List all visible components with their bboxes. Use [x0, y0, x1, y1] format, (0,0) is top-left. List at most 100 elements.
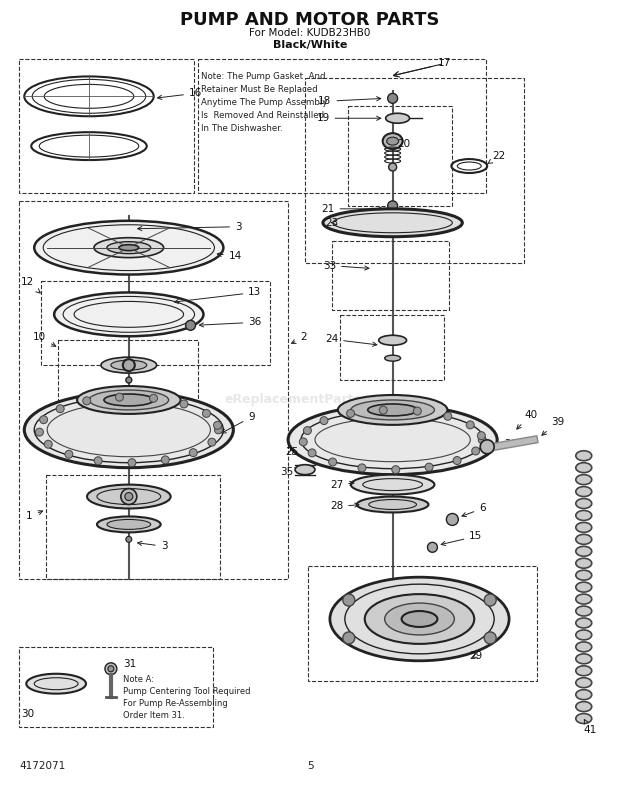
Text: 28: 28	[330, 502, 359, 511]
Text: eReplacementParts.com: eReplacementParts.com	[224, 393, 396, 407]
Text: 3: 3	[138, 222, 242, 231]
Circle shape	[389, 163, 397, 171]
Ellipse shape	[104, 394, 154, 406]
Circle shape	[299, 438, 308, 446]
Text: 24: 24	[325, 334, 377, 346]
Ellipse shape	[576, 630, 591, 640]
Circle shape	[347, 409, 355, 417]
Ellipse shape	[295, 465, 315, 475]
Circle shape	[484, 632, 496, 644]
Circle shape	[444, 412, 452, 420]
Ellipse shape	[576, 654, 591, 664]
Circle shape	[44, 440, 52, 448]
Ellipse shape	[576, 582, 591, 592]
Ellipse shape	[119, 245, 139, 250]
Text: 30: 30	[21, 709, 35, 719]
Text: 29: 29	[469, 651, 482, 660]
Circle shape	[388, 201, 397, 211]
Circle shape	[446, 514, 458, 525]
Text: Note: The Pump Gasket  And
Retainer Must Be Replaced
Anytime The Pump Assembly
I: Note: The Pump Gasket And Retainer Must …	[202, 73, 328, 133]
Ellipse shape	[107, 242, 151, 254]
Circle shape	[115, 393, 123, 401]
Circle shape	[161, 456, 169, 464]
Bar	[19, 647, 213, 727]
Bar	[41, 280, 270, 365]
Text: 26: 26	[498, 438, 517, 449]
Ellipse shape	[323, 209, 463, 237]
Ellipse shape	[365, 594, 474, 644]
Circle shape	[108, 666, 114, 672]
Text: 27: 27	[330, 480, 354, 490]
Text: 16: 16	[157, 88, 202, 100]
Text: PUMP AND MOTOR PARTS: PUMP AND MOTOR PARTS	[180, 11, 440, 28]
Text: 40: 40	[517, 410, 537, 429]
Ellipse shape	[338, 395, 448, 425]
Text: 41: 41	[584, 720, 597, 735]
Circle shape	[123, 359, 135, 371]
Circle shape	[343, 632, 355, 644]
Text: 31: 31	[123, 659, 136, 669]
Ellipse shape	[383, 134, 402, 149]
Ellipse shape	[101, 357, 157, 373]
Ellipse shape	[351, 475, 435, 495]
Ellipse shape	[94, 238, 164, 258]
Circle shape	[425, 463, 433, 471]
Circle shape	[427, 543, 438, 552]
Ellipse shape	[288, 405, 497, 475]
Bar	[340, 315, 445, 380]
Circle shape	[35, 428, 43, 436]
Text: 2: 2	[291, 333, 307, 344]
Text: 23: 23	[325, 218, 338, 228]
Text: 20: 20	[397, 139, 410, 149]
Circle shape	[180, 400, 188, 408]
Circle shape	[56, 404, 64, 412]
Text: 6: 6	[462, 503, 486, 517]
Ellipse shape	[576, 594, 591, 604]
Ellipse shape	[87, 484, 170, 509]
Text: 21: 21	[321, 204, 383, 214]
Ellipse shape	[576, 475, 591, 484]
Ellipse shape	[386, 113, 410, 123]
Circle shape	[202, 409, 210, 417]
Text: 25: 25	[285, 446, 298, 457]
Circle shape	[83, 397, 91, 404]
Text: 5: 5	[307, 762, 313, 771]
Bar	[332, 241, 450, 310]
Ellipse shape	[576, 451, 591, 461]
Ellipse shape	[402, 611, 438, 627]
Circle shape	[308, 449, 316, 457]
Circle shape	[303, 427, 311, 435]
Circle shape	[478, 436, 486, 444]
Ellipse shape	[387, 137, 399, 145]
Circle shape	[126, 536, 132, 543]
Text: 3: 3	[138, 541, 167, 551]
Circle shape	[65, 450, 73, 458]
Ellipse shape	[576, 498, 591, 509]
Ellipse shape	[379, 335, 407, 345]
Circle shape	[128, 459, 136, 467]
Ellipse shape	[351, 400, 435, 420]
Ellipse shape	[89, 390, 169, 410]
Circle shape	[121, 488, 137, 505]
Text: 22: 22	[487, 151, 506, 164]
Text: 17: 17	[394, 58, 451, 77]
Bar	[198, 58, 486, 193]
Ellipse shape	[384, 356, 401, 361]
Bar	[19, 58, 193, 193]
Circle shape	[329, 458, 337, 466]
Text: 18: 18	[318, 96, 381, 107]
Ellipse shape	[576, 559, 591, 568]
Text: Note A:
Pump Centering Tool Required
For Pump Re-Assembling
Order Item 31.: Note A: Pump Centering Tool Required For…	[123, 675, 250, 720]
Ellipse shape	[576, 522, 591, 532]
Circle shape	[358, 464, 366, 472]
Ellipse shape	[576, 463, 591, 472]
Ellipse shape	[576, 642, 591, 652]
Text: 14: 14	[217, 250, 242, 261]
Text: 36: 36	[200, 318, 262, 327]
Ellipse shape	[24, 392, 233, 468]
Ellipse shape	[576, 510, 591, 521]
Circle shape	[149, 394, 157, 402]
Circle shape	[320, 416, 328, 424]
Ellipse shape	[111, 360, 147, 370]
Circle shape	[208, 438, 216, 446]
